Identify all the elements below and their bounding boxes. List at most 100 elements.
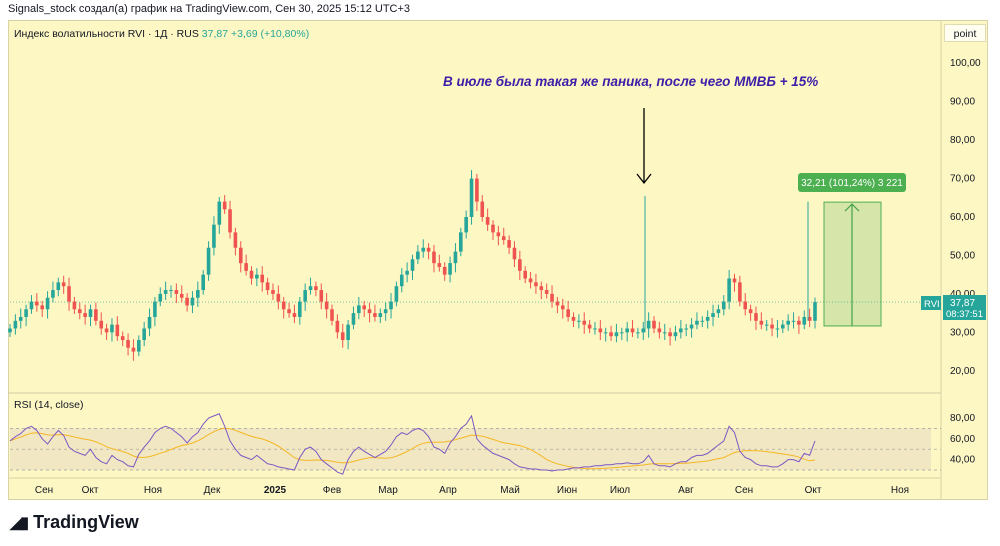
candle-body	[620, 332, 624, 334]
candle-body	[35, 301, 39, 306]
candle-body	[24, 309, 28, 317]
candle-body	[496, 232, 501, 237]
symbol-last-value: 37,87	[201, 28, 229, 40]
candle-body	[163, 290, 168, 294]
candle-body	[421, 247, 426, 252]
candle-body	[523, 270, 527, 279]
candle-body	[732, 278, 737, 283]
tradingview-brand: ◢▮ TradingView	[10, 512, 139, 533]
candle-body	[630, 328, 635, 333]
candle-body	[308, 286, 313, 291]
rsi-line	[9, 413, 816, 475]
candle-body	[528, 278, 533, 283]
candle-body	[29, 301, 34, 310]
candle-body	[131, 347, 136, 352]
candle-body	[555, 301, 560, 306]
candle-body	[507, 240, 511, 248]
candle-body	[679, 328, 683, 333]
candle-body	[174, 290, 179, 294]
time-tick-label: Окт	[805, 485, 822, 496]
candle-body	[373, 313, 377, 317]
price-tag-time: 08:37:51	[946, 309, 983, 320]
annotation-arrow-head-icon	[636, 173, 652, 185]
candle-body	[228, 209, 232, 233]
measure-label-bg	[798, 173, 906, 192]
candle-body	[518, 259, 522, 271]
candle-body	[88, 309, 93, 317]
candle-body	[201, 274, 205, 291]
candle-body	[153, 301, 157, 317]
candle-body	[560, 305, 565, 310]
candle-body	[61, 282, 66, 287]
candle-body	[185, 297, 189, 306]
price-tick-label: 100,00	[950, 58, 981, 69]
candle-body	[196, 290, 200, 298]
candle-body	[485, 217, 490, 225]
candle-body	[577, 320, 581, 322]
candle-body	[657, 328, 662, 333]
rsi-tick-label: 60,00	[950, 434, 975, 445]
candle-body	[770, 324, 774, 329]
price-tick-label: 90,00	[950, 97, 975, 108]
scale-mode-button[interactable]: point	[944, 24, 986, 42]
time-tick-label: Июн	[557, 485, 577, 496]
candle-body	[190, 297, 195, 306]
candle-body	[802, 316, 807, 325]
price-tick-label: 80,00	[950, 135, 975, 146]
candle-body	[711, 313, 715, 317]
price-tick-label: 30,00	[950, 327, 975, 338]
measure-label: 32,21 (101,24%) 3 221	[801, 178, 903, 189]
candle-body	[716, 309, 721, 314]
candle-body	[587, 324, 592, 329]
candle-body	[126, 340, 130, 348]
candle-body	[748, 309, 753, 314]
candle-body	[324, 301, 329, 310]
price-tick-label: 40,00	[950, 289, 975, 300]
time-tick-label: Июл	[610, 485, 630, 496]
brand-label: TradingView	[33, 512, 139, 532]
candle-body	[292, 313, 297, 317]
candle-body	[137, 340, 141, 352]
candle-body	[453, 251, 458, 264]
candle-body	[265, 282, 270, 291]
candle-body	[346, 324, 350, 341]
symbol-legend[interactable]: Индекс волатильности RVI · 1Д · RUS 37,8…	[14, 28, 309, 40]
candle-body	[705, 316, 710, 321]
candle-body	[813, 302, 817, 321]
candle-body	[287, 309, 291, 314]
candle-body	[40, 305, 44, 310]
candle-body	[340, 332, 345, 341]
candle-body	[99, 320, 104, 329]
candle-body	[721, 301, 726, 310]
candle-body	[738, 282, 742, 302]
price-tag-bg	[943, 295, 986, 320]
candle-body	[781, 324, 785, 329]
candle-body	[759, 320, 764, 325]
candle-body	[281, 301, 286, 310]
candle-body	[389, 301, 393, 310]
candle-body	[437, 263, 442, 267]
candle-body	[786, 320, 790, 325]
candle-body	[367, 309, 372, 314]
candle-body	[432, 251, 436, 264]
candle-body	[807, 316, 812, 321]
rsi-ma-line	[9, 427, 816, 470]
candle-body	[501, 236, 506, 241]
candle-body	[94, 309, 98, 321]
rsi-tick-label: 40,00	[950, 455, 975, 466]
candle-body	[544, 290, 549, 294]
candle-body	[147, 316, 152, 329]
candle-body	[475, 178, 479, 202]
candle-body	[238, 247, 243, 264]
candle-body	[222, 201, 227, 210]
price-tag-value: 37,87	[950, 298, 975, 309]
candle-body	[764, 324, 769, 326]
candle-body	[593, 328, 597, 330]
candle-body	[383, 309, 388, 314]
candle-body	[335, 320, 340, 333]
candle-body	[217, 201, 222, 225]
chart-frame[interactable]	[8, 20, 988, 500]
price-tag-symbol: RVI	[924, 299, 940, 310]
candle-body	[641, 328, 646, 333]
